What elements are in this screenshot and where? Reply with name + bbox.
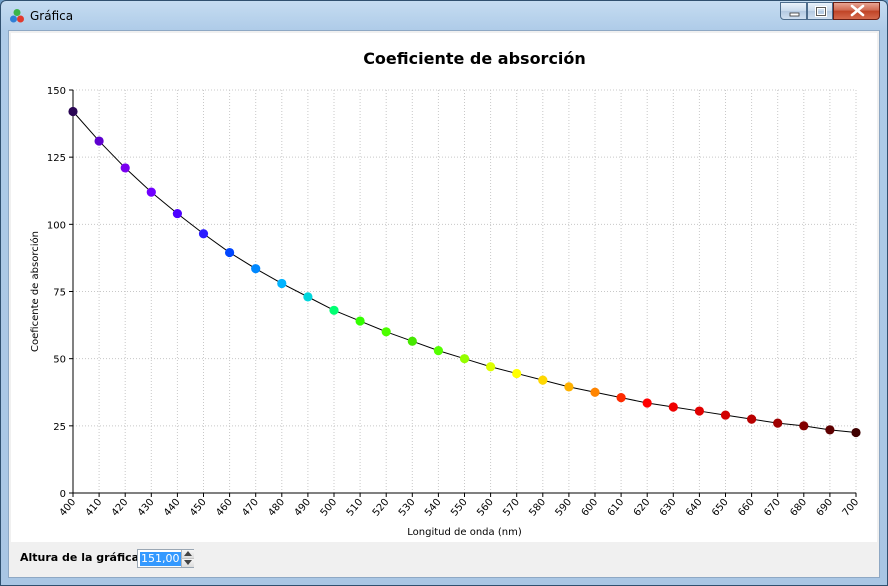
x-tick-label: 610 <box>606 497 627 519</box>
x-tick-label: 430 <box>136 497 157 519</box>
data-point <box>590 387 600 397</box>
y-tick-label: 0 <box>60 489 66 500</box>
chart-title: Coeficiente de absorción <box>363 49 586 68</box>
x-tick-label: 440 <box>162 497 183 519</box>
data-point <box>303 292 313 302</box>
data-point <box>642 398 652 408</box>
data-point <box>407 336 417 346</box>
x-tick-label: 700 <box>841 497 862 519</box>
x-tick-label: 500 <box>319 497 340 519</box>
data-point <box>198 229 209 239</box>
arrow-up-icon <box>184 551 192 556</box>
chart-height-spinbox[interactable]: 151,00 <box>137 549 194 568</box>
minimize-button[interactable] <box>780 2 807 20</box>
x-tick-label: 670 <box>762 497 783 519</box>
data-point <box>616 393 626 403</box>
minimize-icon <box>789 12 800 17</box>
chart-panel: Coeficiente de absorción 0 25 50 75 100 125 150… <box>11 33 877 542</box>
data-point <box>329 305 339 315</box>
x-tick-label: 580 <box>527 497 548 519</box>
x-tick-label: 570 <box>501 497 522 519</box>
data-point <box>694 406 705 416</box>
x-tick-label: 400 <box>58 497 79 519</box>
data-point <box>251 264 261 274</box>
y-tick-label: 100 <box>47 220 66 231</box>
x-tick-label: 450 <box>188 497 209 519</box>
data-point <box>225 247 235 258</box>
y-tick-label: 25 <box>53 422 66 433</box>
chart-height-value[interactable]: 151,00 <box>140 552 181 566</box>
title-bar[interactable]: Gráfica <box>1 1 887 31</box>
x-tick-label: 550 <box>449 497 470 519</box>
x-tick-label: 490 <box>292 497 313 519</box>
x-tick-label: 520 <box>371 497 392 519</box>
x-tick-label: 650 <box>710 497 731 519</box>
data-point <box>668 402 678 412</box>
data-point <box>459 354 470 364</box>
x-tick-label: 640 <box>684 497 705 519</box>
x-tick-label: 420 <box>110 497 131 519</box>
data-point <box>799 421 809 431</box>
close-button[interactable] <box>833 2 880 20</box>
data-point <box>381 327 391 337</box>
data-point <box>146 187 156 197</box>
x-tick-label: 600 <box>580 497 601 519</box>
x-tick-label: 590 <box>553 497 574 519</box>
x-tick-label: 540 <box>423 497 444 519</box>
data-point <box>433 346 443 356</box>
maximize-button[interactable] <box>807 2 833 20</box>
data-point <box>538 375 548 385</box>
data-point <box>747 414 757 424</box>
x-tick-label: 480 <box>266 497 287 519</box>
data-point <box>512 368 522 379</box>
x-tick-label: 410 <box>84 497 105 519</box>
x-axis-label: Longitud de onda (nm) <box>407 527 522 538</box>
data-point <box>486 362 496 372</box>
data-point <box>773 418 783 428</box>
data-point <box>851 427 861 438</box>
y-axis-label: Coeficente de absorción <box>29 231 41 352</box>
maximize-icon <box>815 6 827 17</box>
data-point <box>277 278 287 289</box>
data-point <box>94 136 104 146</box>
x-tick-label: 530 <box>397 497 418 519</box>
x-tick-label: 620 <box>632 497 653 519</box>
close-icon <box>850 4 865 17</box>
window-client-area: Coeficiente de absorción 0 25 50 75 100 125 150… <box>8 30 880 578</box>
y-tick-label: 50 <box>53 355 66 366</box>
x-tick-label: 690 <box>814 497 835 519</box>
spin-down-button[interactable] <box>181 559 194 567</box>
x-tick-label: 460 <box>214 497 235 519</box>
x-tick-label: 470 <box>240 497 261 519</box>
x-tick-label: 510 <box>345 497 366 519</box>
data-point <box>120 163 130 173</box>
data-point <box>172 208 182 219</box>
x-tick-label: 680 <box>788 497 809 519</box>
data-point <box>355 316 365 326</box>
data-point <box>564 382 574 392</box>
window-title: Gráfica <box>30 9 74 23</box>
x-tick-label: 660 <box>736 497 757 519</box>
spin-up-button[interactable] <box>181 550 194 559</box>
arrow-down-icon <box>184 560 192 565</box>
y-tick-label: 150 <box>47 86 66 97</box>
chart-height-label: Altura de la gráfica: <box>20 551 144 564</box>
data-point <box>825 425 835 435</box>
x-tick-label: 630 <box>658 497 679 519</box>
y-tick-label: 125 <box>47 153 66 164</box>
app-icon <box>10 9 24 23</box>
data-point <box>68 106 78 117</box>
data-point <box>720 410 731 420</box>
absorption-chart: Coeficiente de absorción 0 25 50 75 100 125 150… <box>29 49 862 538</box>
y-tick-label: 75 <box>53 288 66 299</box>
x-tick-label: 560 <box>475 497 496 519</box>
